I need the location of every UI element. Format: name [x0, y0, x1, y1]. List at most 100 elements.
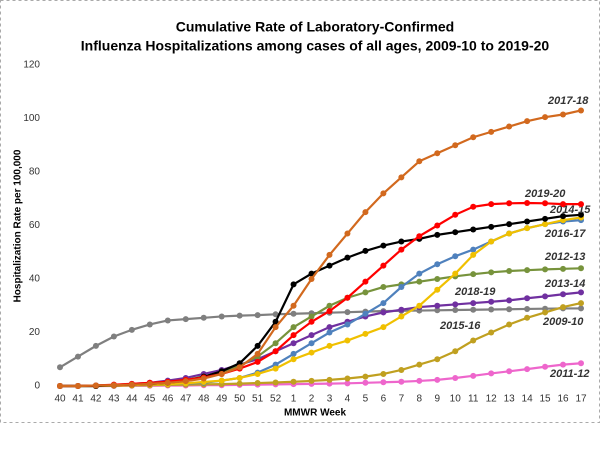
- data-point: [524, 267, 531, 274]
- data-point: [488, 306, 495, 313]
- data-point: [236, 312, 243, 319]
- data-point: [488, 238, 495, 245]
- data-point: [200, 375, 207, 382]
- data-point: [452, 229, 459, 236]
- x-tick-label: 45: [144, 394, 156, 405]
- data-point: [344, 294, 351, 301]
- x-tick-label: 41: [72, 394, 84, 405]
- data-point: [470, 203, 477, 210]
- data-point: [218, 370, 225, 377]
- data-point: [416, 270, 423, 277]
- data-point: [236, 380, 243, 387]
- series-label: 2017-18: [547, 95, 589, 107]
- data-point: [416, 377, 423, 384]
- data-point: [344, 321, 351, 328]
- data-point: [524, 225, 531, 232]
- x-tick-label: 46: [162, 394, 174, 405]
- data-point: [380, 242, 387, 249]
- data-point: [542, 215, 549, 222]
- data-point: [362, 289, 369, 296]
- x-tick-label: 12: [486, 394, 498, 405]
- data-point: [290, 302, 297, 309]
- data-point: [524, 118, 531, 125]
- data-point: [542, 309, 549, 316]
- frame: [0, 0, 600, 423]
- data-point: [344, 230, 351, 237]
- data-point: [146, 321, 153, 328]
- data-point: [452, 348, 459, 355]
- data-point: [542, 293, 549, 300]
- data-point: [128, 381, 135, 388]
- x-tick-label: 44: [126, 394, 138, 405]
- data-point: [290, 310, 297, 317]
- data-point: [398, 284, 405, 291]
- y-tick-label: 100: [23, 113, 40, 124]
- data-point: [434, 356, 441, 363]
- data-point: [452, 253, 459, 260]
- data-point: [380, 379, 387, 386]
- data-point: [560, 111, 567, 118]
- data-point: [290, 332, 297, 339]
- data-point: [380, 190, 387, 197]
- data-point: [578, 107, 584, 114]
- data-point: [434, 261, 441, 268]
- data-point: [560, 304, 567, 311]
- data-point: [272, 324, 279, 331]
- data-point: [470, 372, 477, 379]
- data-point: [578, 211, 584, 218]
- data-point: [434, 222, 441, 229]
- data-point: [128, 326, 135, 333]
- data-point: [326, 376, 333, 383]
- data-point: [362, 247, 369, 254]
- series-label: 2012-13: [544, 251, 585, 263]
- data-point: [542, 114, 549, 121]
- y-tick-label: 120: [23, 60, 40, 71]
- data-point: [290, 324, 297, 331]
- data-point: [290, 281, 297, 288]
- data-point: [398, 238, 405, 245]
- chart-title: Cumulative Rate of Laboratory-Confirmed: [176, 19, 454, 35]
- data-point: [398, 313, 405, 320]
- data-point: [488, 298, 495, 305]
- data-point: [434, 307, 441, 314]
- data-point: [362, 373, 369, 380]
- data-point: [434, 286, 441, 293]
- data-point: [380, 324, 387, 331]
- data-point: [416, 278, 423, 285]
- x-tick-label: 43: [108, 394, 120, 405]
- data-point: [506, 297, 513, 304]
- x-tick-label: 7: [399, 394, 405, 405]
- x-tick-label: 9: [434, 394, 440, 405]
- data-point: [290, 378, 297, 385]
- data-point: [452, 374, 459, 381]
- data-point: [380, 370, 387, 377]
- data-point: [560, 291, 567, 298]
- x-tick-label: 11: [468, 394, 479, 405]
- data-point: [488, 223, 495, 230]
- data-point: [560, 201, 567, 208]
- data-point: [236, 374, 243, 381]
- data-point: [524, 314, 531, 321]
- y-tick-label: 80: [29, 167, 41, 178]
- x-tick-label: 2: [309, 394, 315, 405]
- x-tick-label: 49: [216, 394, 228, 405]
- data-point: [398, 306, 405, 313]
- data-point: [308, 276, 315, 282]
- data-point: [380, 262, 387, 269]
- x-tick-label: 48: [198, 394, 210, 405]
- data-point: [542, 266, 549, 273]
- data-point: [92, 342, 99, 349]
- data-point: [524, 218, 531, 225]
- data-point: [470, 271, 477, 278]
- data-point: [542, 221, 549, 228]
- data-point: [434, 150, 441, 157]
- x-tick-label: 13: [504, 394, 516, 405]
- series-label: 2013-14: [544, 278, 585, 290]
- data-point: [578, 360, 584, 367]
- data-point: [506, 306, 513, 313]
- data-point: [488, 201, 495, 208]
- data-point: [290, 340, 297, 347]
- data-point: [272, 318, 279, 325]
- data-point: [182, 378, 189, 385]
- x-tick-label: 42: [90, 394, 102, 405]
